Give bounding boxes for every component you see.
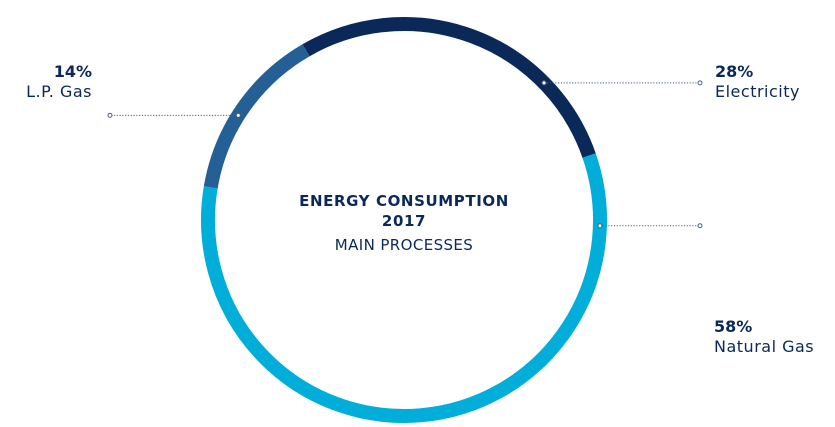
chart-subtitle: MAIN PROCESSES bbox=[335, 236, 473, 254]
l-p-gas-leader-dot-outer bbox=[107, 112, 113, 118]
l-p-gas-leader-dot-inner bbox=[235, 112, 241, 118]
natural-gas-slice bbox=[201, 153, 607, 423]
electricity-leader-dot-inner bbox=[541, 80, 547, 86]
chart-title-line-2: 2017 bbox=[382, 212, 426, 230]
electricity-slice bbox=[302, 17, 596, 158]
lp-gas-percent-label: 14% bbox=[54, 62, 92, 81]
electricity-label: Electricity bbox=[715, 82, 800, 101]
leader-lines bbox=[107, 80, 703, 229]
electricity-percent-label: 28% bbox=[715, 62, 753, 81]
lp-gas-label: L.P. Gas bbox=[26, 82, 92, 101]
natural-gas-leader-dot-outer bbox=[697, 223, 703, 229]
natural-gas-percent-label: 58% bbox=[714, 317, 752, 336]
natural-gas-label: Natural Gas bbox=[714, 337, 814, 356]
electricity-leader-dot-outer bbox=[697, 80, 703, 86]
l-p-gas-slice bbox=[203, 44, 310, 189]
chart-title-line-1: ENERGY CONSUMPTION bbox=[299, 192, 509, 210]
donut-ring bbox=[201, 17, 607, 423]
natural-gas-leader-dot-inner bbox=[597, 223, 603, 229]
